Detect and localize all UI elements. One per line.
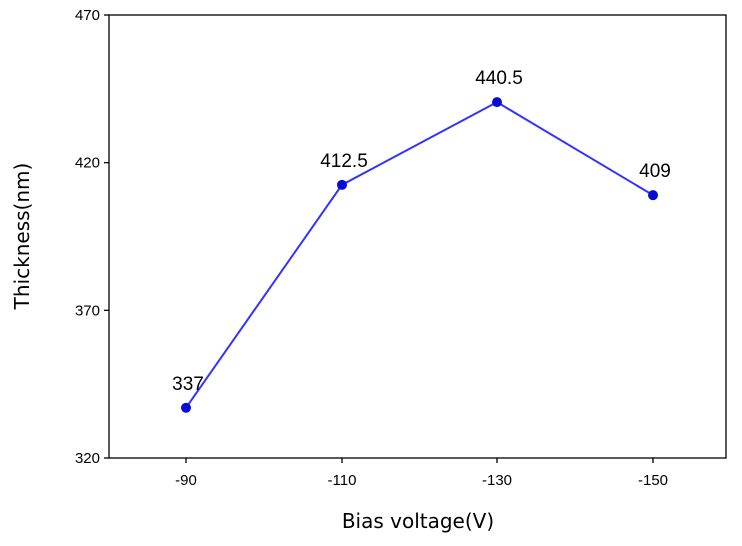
data-point [648,190,658,201]
x-tick-label: -130 [482,472,512,489]
x-axis: -90 -110 -130 -150 [175,458,668,489]
data-point [492,97,502,108]
data-markers [181,97,658,413]
series-line [185,100,654,409]
data-point [337,179,347,190]
y-axis: 320 370 420 470 [75,7,109,467]
y-tick-label: 320 [75,450,100,467]
y-tick-label: 370 [75,302,100,319]
y-axis-title: Thickness(nm) [10,163,34,311]
data-label: 412.5 [320,151,368,172]
y-tick-label: 470 [75,7,100,24]
plot-frame [108,14,727,459]
y-tick-label: 420 [75,155,100,172]
data-label: 440.5 [475,68,523,89]
x-tick-label: -90 [175,472,197,489]
data-labels: 337 412.5 440.5 409 [172,68,671,395]
x-axis-title: Bias voltage(V) [342,509,494,533]
data-label: 337 [172,374,204,395]
data-label: 409 [639,161,671,182]
data-point [181,402,191,413]
x-tick-label: -110 [328,472,357,489]
x-tick-label: -150 [638,472,668,489]
